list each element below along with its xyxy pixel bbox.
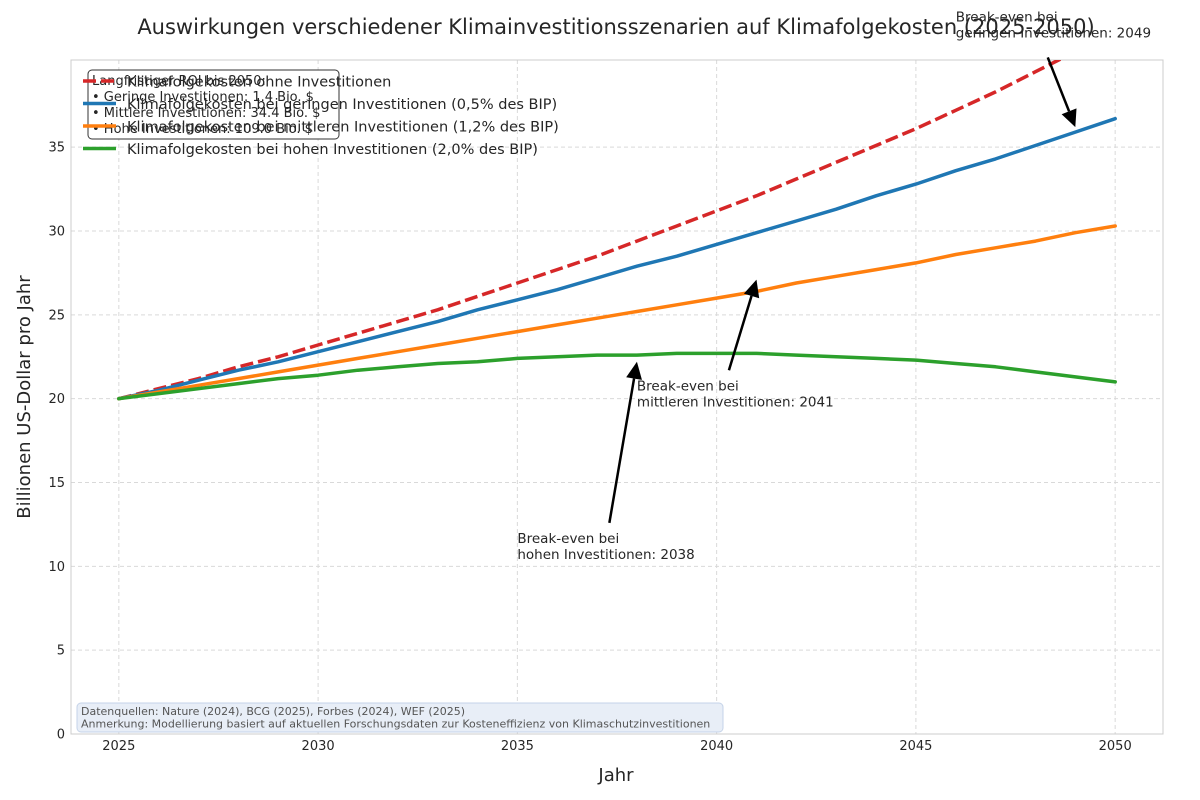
annotation-line: Break-even bei [517,531,619,547]
legend-label: Klimafolgekosten bei geringen Investitio… [127,97,557,113]
series-lines [117,60,1117,401]
annotation-arrowhead [1061,108,1077,128]
source-note-box [76,702,724,733]
annotation-arrow [608,378,636,524]
legend-label: Klimafolgekosten bei hohen Investitionen… [127,142,538,158]
source-note-line: Anmerkung: Modellierung basiert auf aktu… [81,718,710,731]
y-tick-label: 35 [48,141,65,156]
roi-line: Langfristiger ROI bis 2050: [92,74,266,89]
x-tick-label: 2025 [102,739,135,754]
annotation-line: mittleren Investitionen: 2041 [637,394,834,410]
annotation-arrowhead [743,279,760,299]
x-tick-label: 2040 [700,739,733,754]
y-tick-label: 15 [48,476,65,491]
legend: Klimafolgekosten ohne Investitionen Klima… [83,75,559,158]
plot-frame [70,59,1164,735]
annotation-line: hohen Investitionen: 2038 [517,547,694,563]
annotation-line: Break-even bei [956,9,1058,25]
y-tick-label: 5 [57,644,65,659]
annotation-text: Break-even bei hohen Investitionen: 2038 [517,531,694,563]
annotation-arrow [1046,56,1071,112]
x-tick-label: 2035 [501,739,534,754]
annotation-line: Break-even bei [637,378,739,394]
grid [71,60,1163,735]
roi-line: • Geringe Investitionen: 1.4 Bio. $ [92,90,314,105]
x-tick-label: 2045 [899,739,932,754]
source-note-line: Datenquellen: Nature (2024), BCG (2025),… [81,705,465,718]
x-axis-title: Jahr [597,765,634,786]
annotation-text: Break-even bei mittleren Investitionen: 2… [637,378,834,410]
y-tick-label: 20 [48,392,65,407]
roi-box: Langfristiger ROI bis 2050:• Geringe Inv… [87,69,340,140]
series-line [117,224,1117,401]
x-tick-label: 2050 [1099,739,1132,754]
roi-line: • Mittlere Investitionen: 34.4 Bio. $ [92,106,320,121]
series-line [117,116,1117,401]
y-tick-label: 25 [48,308,65,323]
series-line [118,60,1063,401]
annotation-arrow [727,295,753,371]
chart-title: Auswirkungen verschiedener Klimainvestit… [137,15,1094,39]
roi-line: • Hohe Investitionen: 109.0 Bio. $ [92,122,313,137]
y-tick-label: 0 [57,728,65,743]
source-note: Datenquellen: Nature (2024), BCG (2025),… [76,702,724,733]
x-tick-label: 2030 [302,739,335,754]
annotation-text: Break-even bei geringen Investitionen: 20… [956,9,1151,41]
series-line [117,351,1117,401]
legend-label: Klimafolgekosten ohne Investitionen [127,75,391,91]
y-tick-label: 30 [48,225,65,240]
annotations: Break-even bei hohen Investitionen: 2038B… [517,9,1151,562]
annotation-line: geringen Investitionen: 2049 [956,25,1151,41]
annotation-arrowhead [626,361,642,380]
y-axis-title: Billionen US-Dollar pro Jahr [14,275,35,519]
legend-label: Klimafolgekosten bei mittleren Investiti… [127,120,559,136]
y-tick-label: 10 [48,560,65,575]
